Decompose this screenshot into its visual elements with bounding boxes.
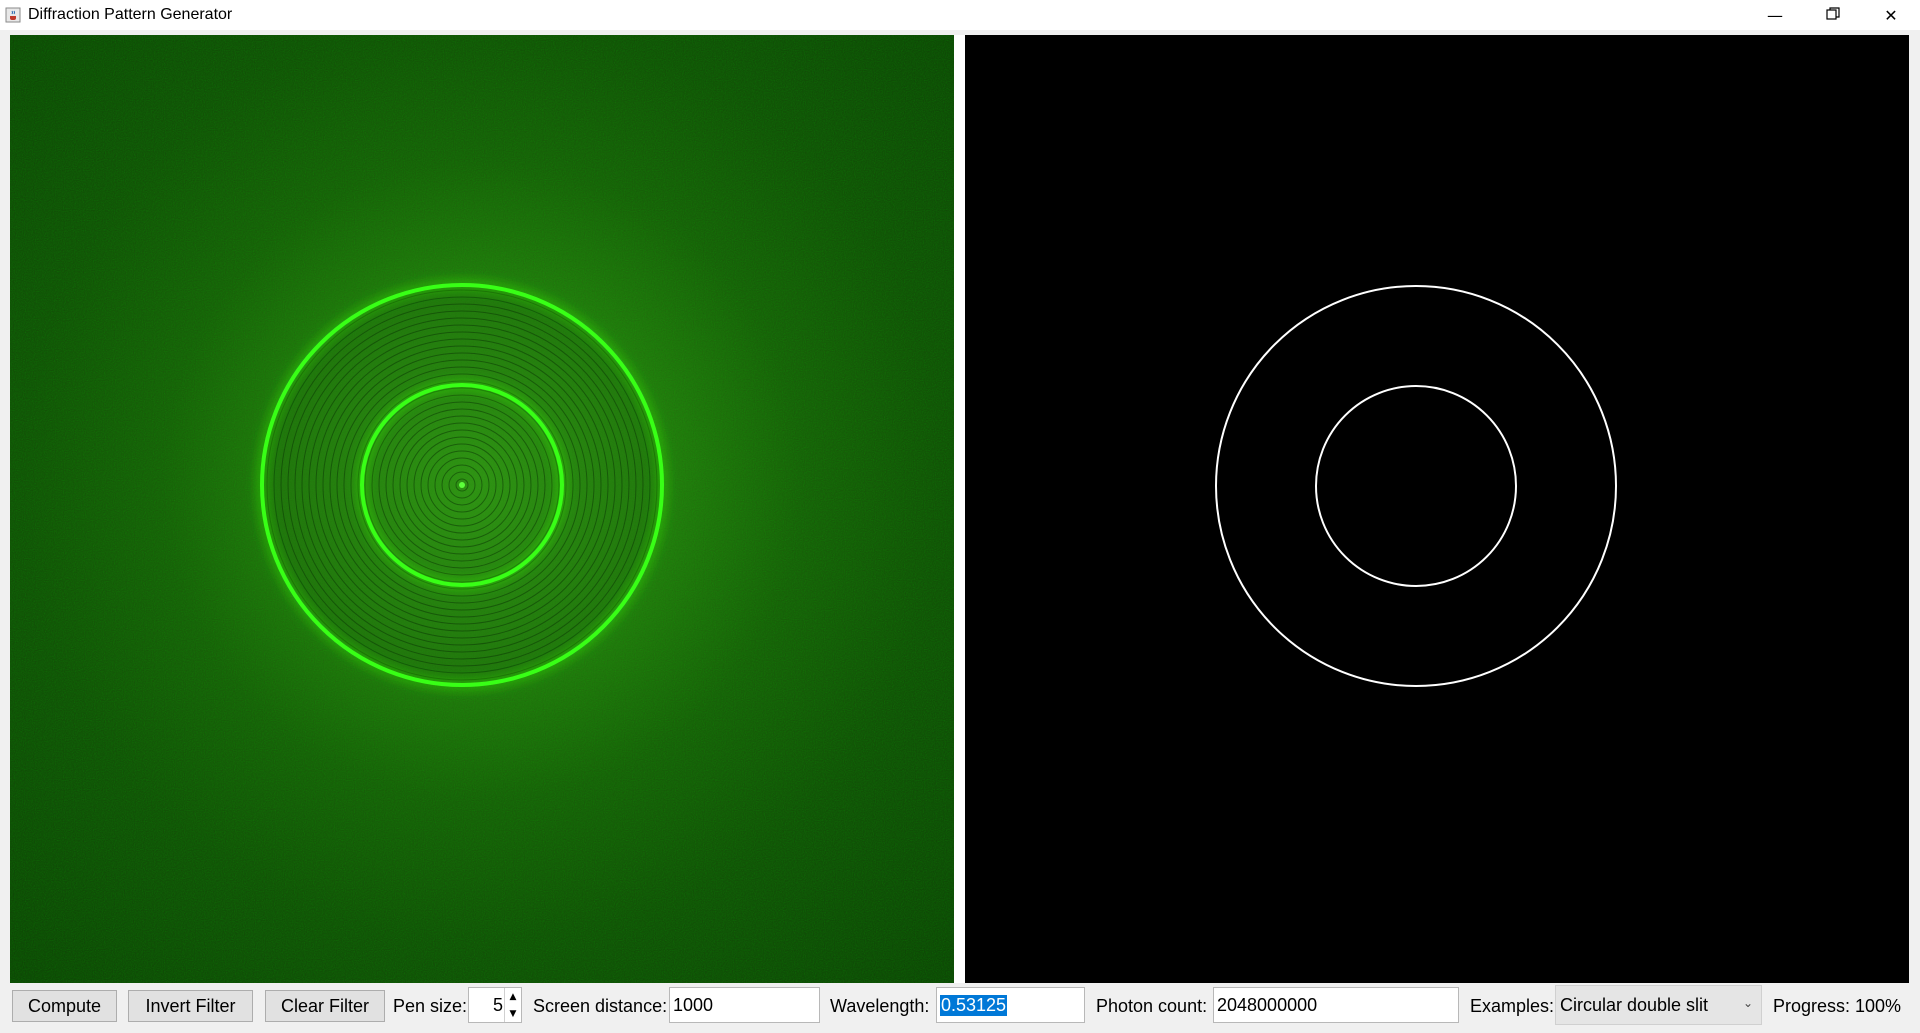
fringe-ring	[322, 345, 602, 625]
fringe-ring	[350, 373, 574, 597]
examples-label: Examples:	[1470, 995, 1555, 1016]
screen-distance-label: Screen distance:	[533, 995, 668, 1016]
inner-slit-circle	[1315, 385, 1517, 587]
fringe-ring	[441, 464, 483, 506]
restore-icon	[1826, 6, 1840, 25]
invert-filter-button[interactable]: Invert Filter	[128, 990, 253, 1022]
fringe-ring	[378, 401, 546, 569]
examples-selected-value: Circular double slit	[1560, 994, 1709, 1015]
fringe-ring	[406, 429, 518, 541]
fringe-ring	[427, 450, 497, 520]
minimize-icon: —	[1767, 5, 1783, 25]
outer-ring	[260, 283, 664, 687]
spinner-up-icon[interactable]: ▲	[509, 991, 517, 1002]
photon-count-label: Photon count:	[1096, 995, 1208, 1016]
inner-ring	[360, 383, 564, 587]
pen-size-label: Pen size:	[393, 995, 468, 1016]
fringe-ring	[434, 457, 490, 513]
fringe-ring	[266, 289, 658, 681]
fringe-ring	[294, 317, 630, 653]
center-spot	[459, 482, 465, 488]
fringe-ring	[455, 478, 469, 492]
aperture-filter-canvas[interactable]	[965, 35, 1909, 983]
fringe-ring	[280, 303, 644, 667]
chevron-down-icon: ⌄	[1742, 996, 1753, 1010]
spinner-down-icon[interactable]: ▼	[509, 1008, 517, 1019]
diffraction-pattern-canvas	[10, 35, 954, 983]
minimize-button[interactable]: —	[1746, 0, 1804, 30]
diffraction-pattern-image	[10, 35, 954, 983]
wavelength-label: Wavelength:	[830, 995, 930, 1016]
pen-size-value: 5	[492, 994, 503, 1015]
fringe-ring	[343, 366, 581, 604]
fringe-ring	[399, 422, 525, 548]
fringe-ring	[357, 380, 567, 590]
examples-dropdown[interactable]: Circular double slit ⌄	[1555, 985, 1762, 1025]
wavelength-input[interactable]: 0.53125	[936, 987, 1085, 1023]
panel-divider	[954, 35, 965, 983]
fringe-ring	[336, 359, 588, 611]
photon-count-input[interactable]: 2048000000	[1213, 987, 1459, 1023]
clear-filter-button[interactable]: Clear Filter	[265, 990, 385, 1022]
close-button[interactable]: ✕	[1862, 0, 1920, 30]
java-cup-icon	[4, 6, 22, 24]
fringe-ring	[301, 324, 623, 646]
restore-button[interactable]	[1804, 0, 1862, 30]
fringe-ring	[329, 352, 595, 618]
window-controls: — ✕	[1746, 0, 1920, 30]
fringe-ring	[287, 310, 637, 660]
aperture-drawing	[1215, 285, 1617, 687]
outer-slit-circle	[1215, 285, 1617, 687]
fringe-ring	[273, 296, 651, 674]
screen-distance-input[interactable]: 1000	[669, 987, 820, 1023]
fringe-ring	[371, 394, 553, 576]
wavelength-value-selected: 0.53125	[940, 994, 1008, 1016]
compute-button[interactable]: Compute	[12, 990, 117, 1022]
close-icon: ✕	[1884, 5, 1898, 25]
fringe-ring	[364, 387, 560, 583]
fringe-ring	[392, 415, 532, 555]
title-bar: Diffraction Pattern Generator — ✕	[0, 0, 1920, 30]
window-title: Diffraction Pattern Generator	[28, 6, 233, 23]
fringe-ring	[308, 331, 616, 639]
fringe-ring	[413, 436, 511, 534]
fringe-ring	[420, 443, 504, 527]
progress-label: Progress: 100%	[1773, 995, 1902, 1016]
fringe-ring	[385, 408, 539, 562]
pen-size-spinner[interactable]: 5 ▲ ▼	[468, 987, 522, 1023]
spinner-buttons: ▲ ▼	[504, 988, 521, 1022]
fringe-ring	[315, 338, 609, 632]
fringe-ring	[448, 471, 476, 499]
